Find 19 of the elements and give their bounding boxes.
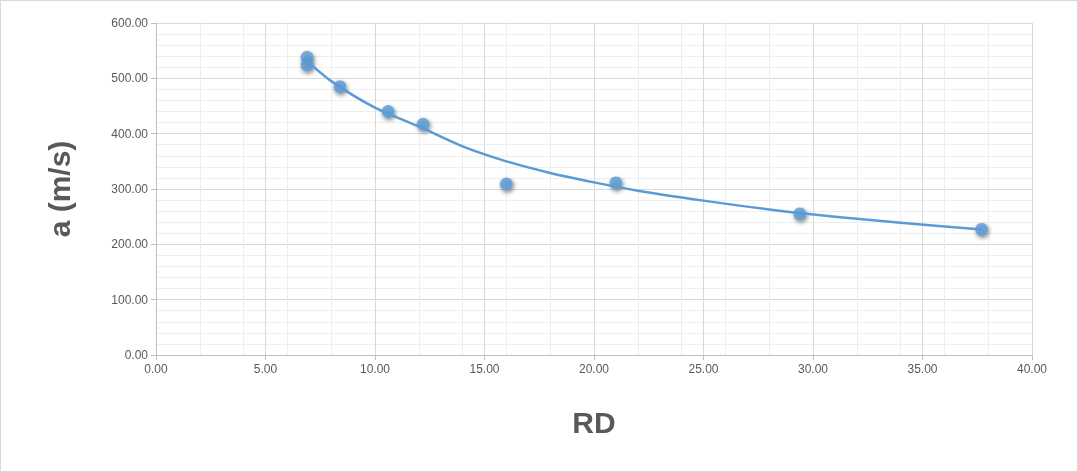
x-tick-label: 20.00 (578, 362, 610, 376)
y-tick-label: 0.00 (124, 348, 149, 362)
x-tick-label: 25.00 (688, 362, 719, 376)
x-axis-title: RD (572, 405, 616, 439)
x-tick-label: 5.00 (253, 362, 278, 376)
y-axis-title: a (m/s) (42, 140, 76, 238)
x-tick-label: 0.00 (144, 362, 168, 376)
y-tick-label: 100.00 (111, 292, 149, 307)
y-tick-label: 400.00 (111, 126, 149, 141)
x-tick-label: 10.00 (359, 362, 391, 376)
y-tick-label: 200.00 (111, 237, 149, 252)
y-tick-label: 500.00 (111, 71, 149, 86)
x-tick-label: 15.00 (469, 362, 500, 376)
x-tick-label: 35.00 (907, 362, 938, 376)
y-tick-label: 600.00 (111, 16, 149, 30)
point (499, 177, 513, 191)
x-tick-label: 40.00 (1016, 362, 1048, 376)
y-tick-label: 300.00 (111, 182, 149, 196)
x-tick-label: 30.00 (797, 362, 829, 376)
